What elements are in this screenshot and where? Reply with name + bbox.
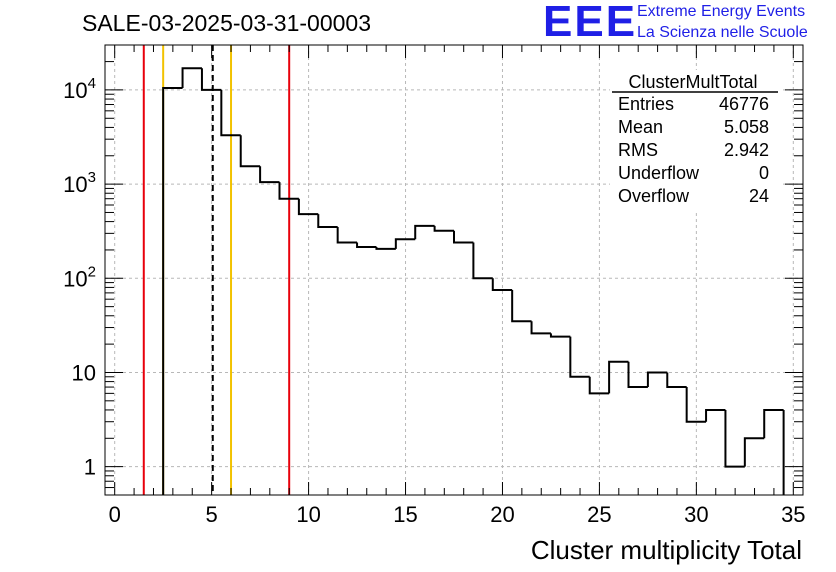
stats-label-rms: RMS — [618, 140, 658, 160]
stats-value-overflow: 24 — [749, 186, 769, 206]
stats-box: ClusterMultTotal Entries 46776 Mean 5.05… — [610, 70, 780, 210]
page-title: SALE-03-2025-03-31-00003 — [82, 10, 371, 36]
y-tick-label: 102 — [63, 263, 96, 291]
logo-tagline-1: Extreme Energy Events — [637, 3, 806, 20]
histogram-bin — [763, 408, 784, 439]
histogram-bin — [278, 182, 299, 200]
histogram-bin — [239, 135, 261, 168]
marker-lines — [142, 45, 291, 495]
histogram-bin — [646, 371, 668, 388]
histogram-bin — [569, 336, 590, 378]
histogram-bin — [162, 86, 183, 495]
stats-label-overflow: Overflow — [618, 186, 690, 206]
x-tick-label: 20 — [490, 502, 514, 527]
histogram-bin — [220, 89, 241, 137]
axis-ticks — [105, 44, 803, 496]
y-tick-label: 104 — [63, 75, 96, 103]
eee-logo: EEE — [543, 0, 638, 46]
histogram-bin — [394, 238, 416, 249]
x-tick-label: 0 — [109, 502, 121, 527]
x-tick-labels: 0 5 10 15 20 25 30 35 — [109, 502, 806, 527]
histogram-bin — [453, 230, 474, 244]
histogram-bin — [317, 214, 338, 229]
histogram-series — [162, 67, 785, 495]
stats-title: ClusterMultTotal — [628, 72, 757, 92]
histogram-bin — [743, 437, 765, 467]
x-tick-label: 35 — [781, 502, 805, 527]
stats-label-underflow: Underflow — [618, 163, 700, 183]
x-tick-label: 30 — [684, 502, 708, 527]
x-tick-label: 10 — [296, 502, 320, 527]
histogram-bin — [530, 321, 551, 335]
plot-frame — [104, 44, 804, 496]
stats-value-mean: 5.058 — [724, 117, 769, 137]
stats-value-rms: 2.942 — [724, 140, 769, 160]
y-tick-label: 103 — [63, 169, 96, 197]
histogram-bin — [375, 246, 396, 250]
histogram-bin — [511, 290, 532, 323]
histogram-bin — [433, 225, 454, 232]
stats-label-entries: Entries — [618, 94, 674, 114]
histogram-bin — [549, 333, 571, 338]
histogram-bin — [608, 360, 629, 394]
histogram-bin — [705, 408, 726, 422]
y-tick-label: 1 — [84, 455, 96, 480]
histogram-bin — [588, 376, 610, 395]
histogram-bin — [666, 372, 687, 389]
stats-value-entries: 46776 — [719, 94, 769, 114]
logo-tagline-2: La Scienza nelle Scuole — [637, 24, 808, 41]
histogram-bin — [181, 67, 202, 88]
x-tick-label: 25 — [587, 502, 611, 527]
x-axis-title: Cluster multiplicity Total — [531, 535, 802, 565]
histogram-bin — [724, 409, 745, 468]
histogram-bin — [259, 166, 280, 184]
x-tick-label: 15 — [393, 502, 417, 527]
stats-box-bg — [610, 70, 780, 210]
stats-label-mean: Mean — [618, 117, 663, 137]
stats-value-underflow: 0 — [759, 163, 769, 183]
histogram-bin — [627, 361, 648, 389]
histogram-bin — [356, 242, 377, 248]
histogram-bin — [685, 387, 707, 423]
y-tick-labels: 1 10 102 103 104 — [63, 75, 96, 480]
histogram-bin — [491, 278, 513, 292]
histogram-bin — [336, 227, 358, 244]
histogram-bin — [414, 224, 435, 240]
histogram-bin — [472, 242, 493, 280]
histogram-bin — [297, 198, 319, 216]
x-tick-label: 5 — [206, 502, 218, 527]
histogram-bin — [200, 68, 222, 91]
y-tick-label: 10 — [72, 360, 96, 385]
